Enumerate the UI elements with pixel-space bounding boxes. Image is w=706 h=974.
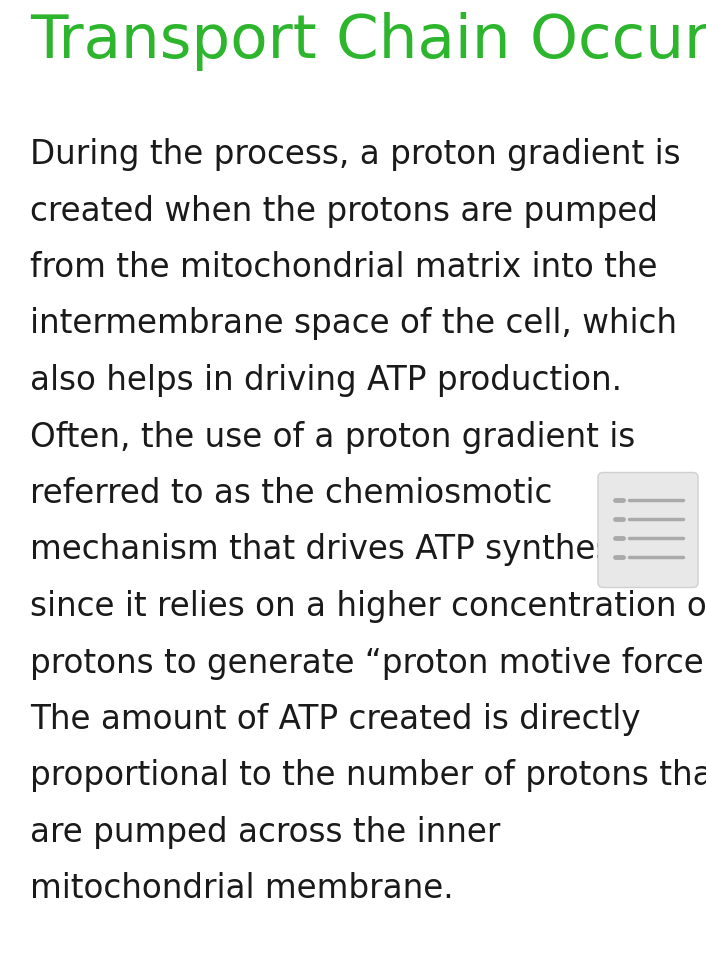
FancyBboxPatch shape xyxy=(598,472,698,587)
Text: The amount of ATP created is directly: The amount of ATP created is directly xyxy=(30,703,640,736)
Text: from the mitochondrial matrix into the: from the mitochondrial matrix into the xyxy=(30,251,657,284)
Text: also helps in driving ATP production.: also helps in driving ATP production. xyxy=(30,364,622,397)
Text: since it relies on a higher concentration of: since it relies on a higher concentratio… xyxy=(30,590,706,623)
Text: During the process, a proton gradient is: During the process, a proton gradient is xyxy=(30,138,681,171)
Text: intermembrane space of the cell, which: intermembrane space of the cell, which xyxy=(30,308,677,341)
Text: referred to as the chemiosmotic: referred to as the chemiosmotic xyxy=(30,477,552,510)
Text: mitochondrial membrane.: mitochondrial membrane. xyxy=(30,873,454,906)
Text: Often, the use of a proton gradient is: Often, the use of a proton gradient is xyxy=(30,421,635,454)
Text: mechanism that drives ATP synthesis: mechanism that drives ATP synthesis xyxy=(30,534,638,567)
Text: protons to generate “proton motive force”.: protons to generate “proton motive force… xyxy=(30,647,706,680)
Text: proportional to the number of protons that: proportional to the number of protons th… xyxy=(30,760,706,793)
Text: created when the protons are pumped: created when the protons are pumped xyxy=(30,195,658,228)
Text: Transport Chain Occur?: Transport Chain Occur? xyxy=(30,12,706,71)
Text: are pumped across the inner: are pumped across the inner xyxy=(30,816,501,849)
